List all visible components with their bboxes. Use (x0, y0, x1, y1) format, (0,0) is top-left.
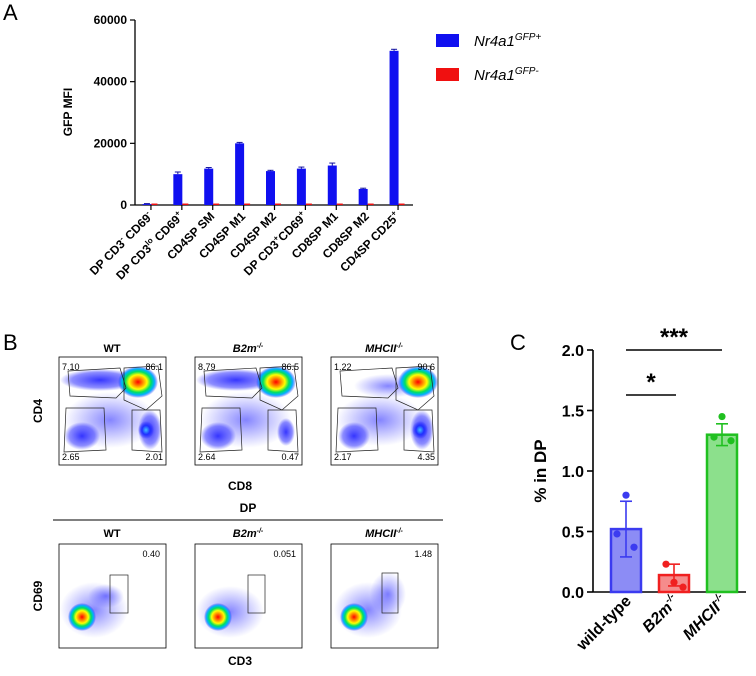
quadrant-bl-mhcii: 2.17 (334, 452, 352, 462)
panel-b-letter: B (3, 330, 18, 355)
cd69-cd3-plot-wt: 0.40 (58, 543, 167, 649)
bar-gfp-pos (142, 204, 152, 205)
bar-gfp-neg (336, 203, 343, 205)
bottom-y-axis-label: CD69 (31, 580, 45, 611)
panel-c-letter: C (510, 330, 526, 355)
panel-c-data-point (718, 412, 726, 421)
panel-c-data-point (670, 578, 678, 586)
cd4-cd8-plot-wt: 7.10 86.1 2.65 2.01 (58, 356, 167, 466)
panel-c-ylabel: % in DP (531, 439, 550, 502)
quadrant-tl-b2m: 8.79 (198, 362, 216, 372)
panel-c-x-labels: wild-type B2m-/-MHCII-/- (573, 591, 732, 655)
panel-c-ytick-label: 2.0 (562, 343, 584, 360)
quadrant-bl-b2m: 2.64 (198, 452, 216, 462)
panel-c-bar (705, 433, 739, 594)
panel-a-ytick-label: 40000 (94, 75, 128, 89)
quadrant-tl-wt: 7.10 (62, 362, 80, 372)
legend-label-gfp-neg: Nr4a1GFP- (474, 66, 539, 84)
panel-a-ylabel: GFP MFI (61, 88, 75, 136)
quadrant-tr-wt: 86.1 (145, 362, 163, 372)
bar-gfp-pos (327, 165, 337, 205)
panel-c-ytick-label: 1.0 (562, 464, 584, 481)
top-y-axis-label: CD4 (31, 399, 45, 423)
panel-c-data-point (622, 491, 630, 499)
panel-a-bars (142, 48, 405, 210)
legend-swatch-gfp-pos (436, 34, 459, 47)
bar-gfp-neg (275, 203, 281, 205)
sig-star-long: *** (660, 324, 689, 351)
panel-c-data-point (613, 530, 621, 538)
quadrant-br-mhcii: 4.35 (417, 452, 435, 462)
bottom-header-b2m: B2m-/- (233, 528, 264, 540)
bar-gfp-neg (305, 203, 312, 205)
panel-c-data-point (710, 433, 718, 441)
bottom-x-axis-label: CD3 (228, 654, 252, 668)
bar-gfp-pos (358, 188, 368, 205)
bottom-header-mhcii: MHCII-/- (365, 528, 403, 540)
sig-star-short: * (646, 369, 656, 396)
panel-a-letter: A (3, 0, 18, 25)
panel-a-x-labels: DP CD3- CD69-DP CD3lo CD69+CD4SP SMCD4SP… (87, 208, 400, 282)
bar-gfp-neg (244, 203, 251, 205)
bar-gfp-pos (389, 50, 399, 206)
top-header-wt: WT (103, 343, 120, 355)
bar-gfp-neg (213, 203, 220, 205)
panel-c-chart: % in DP 0.0 0.5 1.0 1.5 2.0 * *** wild-type B… (531, 324, 746, 655)
panel-c-data-point (662, 560, 670, 568)
quadrant-tr-mhcii: 90.6 (417, 362, 435, 372)
bottom-header-wt: WT (103, 528, 120, 540)
quadrant-br-wt: 2.01 (145, 452, 163, 462)
panel-a-y-ticks: 0 20000 40000 60000 (94, 13, 135, 212)
gate-value-mhcii: 1.48 (414, 549, 432, 559)
bar-gfp-neg (398, 203, 405, 205)
cd69-cd3-plot-b2m: 0.051 (194, 543, 303, 649)
quadrant-tl-mhcii: 1.22 (334, 362, 352, 372)
bar-gfp-pos (266, 171, 275, 205)
panel-c-y-ticks: 0.0 0.5 1.0 1.5 2.0 (562, 343, 593, 602)
panel-c-data-point (727, 437, 735, 445)
panel-a-ytick-label: 0 (120, 198, 127, 212)
bar-gfp-pos (235, 143, 245, 205)
panel-c-bars (609, 412, 739, 594)
dp-section-label: DP (240, 501, 257, 515)
panel-c-category-label: B2m-/- (638, 591, 683, 636)
legend-swatch-gfp-neg (436, 68, 459, 81)
panel-a-ytick-label: 60000 (94, 13, 128, 27)
bar-gfp-neg (367, 203, 374, 205)
bar-gfp-pos (173, 174, 183, 205)
quadrant-bl-wt: 2.65 (62, 452, 80, 462)
panel-c-data-point (679, 583, 687, 591)
panel-c-ytick-label: 0.5 (562, 525, 584, 542)
panel-a-chart: GFP MFI 0 20000 40000 60000 DP CD3- CD69-DP… (61, 13, 413, 282)
top-header-mhcii: MHCII-/- (365, 343, 403, 355)
panel-c-category-label: MHCII-/- (679, 591, 732, 644)
top-x-axis-label: CD8 (228, 479, 252, 493)
panel-c-ytick-label: 0.0 (562, 585, 584, 602)
panel-a-legend: Nr4a1GFP+ Nr4a1GFP- (436, 32, 541, 84)
quadrant-br-b2m: 0.47 (281, 452, 299, 462)
legend-label-gfp-pos: Nr4a1GFP+ (474, 32, 541, 50)
panel-a-ytick-label: 20000 (94, 136, 128, 150)
quadrant-tr-b2m: 86.5 (281, 362, 299, 372)
bar-gfp-neg (151, 203, 158, 205)
cd4-cd8-plot-b2m: 8.79 86.5 2.64 0.47 (194, 356, 303, 466)
gate-value-wt: 0.40 (142, 549, 160, 559)
panel-c-ytick-label: 1.5 (562, 404, 584, 421)
bar-gfp-pos (296, 168, 306, 205)
bar-gfp-neg (182, 203, 189, 205)
cd4-cd8-plot-mhcii: 1.22 90.6 2.17 4.35 (330, 356, 439, 466)
gate-value-b2m: 0.051 (273, 549, 296, 559)
panel-c-category-label: wild-type (573, 593, 635, 655)
cd69-cd3-plot-mhcii: 1.48 (330, 543, 439, 649)
panel-c-data-point (630, 543, 638, 551)
bar-gfp-pos (204, 168, 214, 205)
top-header-b2m: B2m-/- (233, 343, 264, 355)
